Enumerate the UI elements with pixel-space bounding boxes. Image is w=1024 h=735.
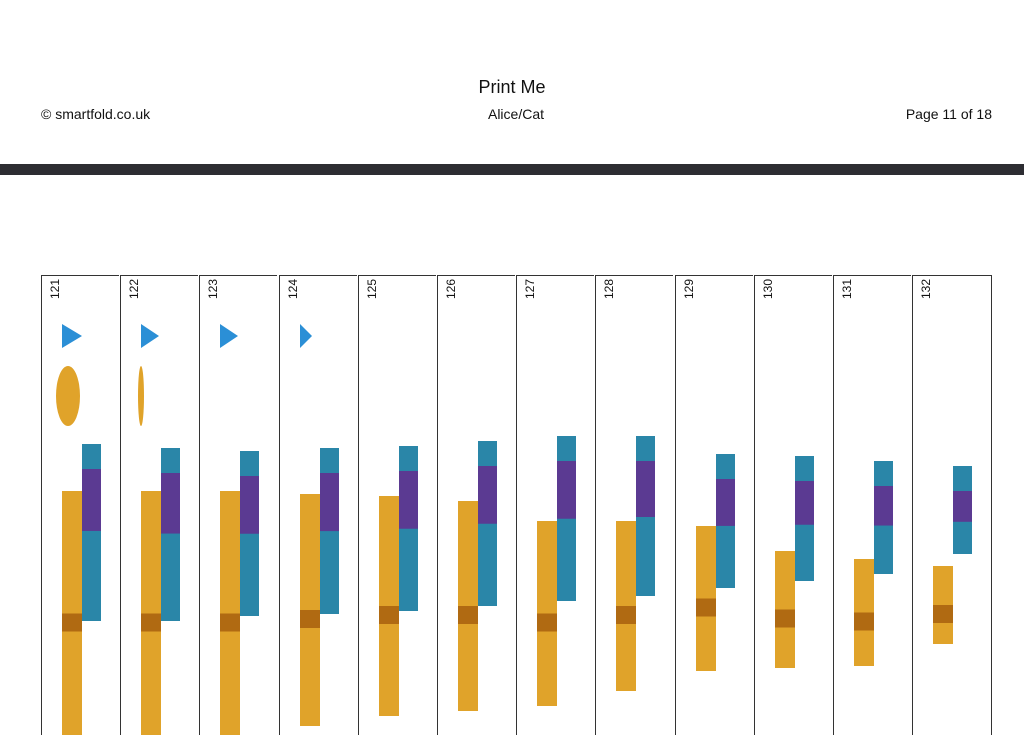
fold-strip: 129: [674, 275, 753, 735]
blue-ear-segment: [299, 324, 312, 348]
fold-strip: 132: [912, 275, 993, 735]
strip-artwork: [854, 461, 893, 666]
blue-ear-segment: [141, 324, 160, 348]
gold-swirl-shade: [62, 613, 82, 632]
purple-swirl-segment: [82, 469, 101, 531]
strip-artwork: [56, 324, 101, 735]
gold-swirl-shade: [854, 612, 874, 631]
gold-swirl-shade: [933, 605, 954, 623]
strip-number: 125: [364, 279, 379, 300]
purple-swirl-segment: [953, 491, 973, 522]
gold-eye-segment: [56, 366, 80, 426]
purple-swirl-segment: [240, 476, 260, 534]
gold-swirl-segment: [62, 491, 82, 735]
fold-strip: 128: [595, 275, 674, 735]
strip-artwork: [774, 456, 814, 668]
fold-strip: 122: [120, 275, 199, 735]
fold-strip: 121: [41, 275, 119, 735]
strip-number: 126: [444, 279, 458, 300]
gold-swirl-shade: [774, 609, 795, 628]
purple-swirl-segment: [557, 461, 577, 519]
strip-artwork: [616, 436, 656, 691]
fold-strip: 124: [278, 275, 357, 735]
purple-swirl-segment: [161, 473, 181, 534]
strip-artwork: [933, 466, 973, 644]
blue-ear-segment: [62, 324, 82, 348]
strip-number: 131: [840, 279, 854, 300]
fold-strip: 123: [199, 275, 278, 735]
fold-strip: 131: [833, 275, 911, 735]
blue-ear-segment: [220, 324, 239, 348]
fold-strip: 126: [437, 275, 515, 735]
pattern-subtitle: Alice/Cat: [487, 106, 545, 122]
gold-swirl-shade: [220, 613, 241, 632]
fold-strips-grid: 121 122 123 124 125 126 127 128 129 130 131 132: [41, 275, 993, 735]
strip-artwork: [695, 454, 735, 671]
strip-number: 130: [760, 279, 775, 300]
gold-swirl-shade: [458, 606, 478, 624]
purple-swirl-segment: [478, 466, 497, 524]
gold-swirl-shade: [695, 598, 716, 617]
fold-strip: 127: [516, 275, 595, 735]
strip-number: 121: [48, 279, 62, 300]
gold-swirl-shade: [299, 610, 320, 628]
strip-artwork: [378, 446, 418, 716]
gold-swirl-shade: [616, 606, 637, 624]
strip-artwork: [220, 324, 260, 735]
strip-artwork: [138, 324, 181, 735]
page-number: Page 11 of 18: [905, 106, 992, 122]
purple-swirl-segment: [794, 481, 814, 525]
gold-swirl-shade: [378, 606, 399, 624]
header-divider-bar: [0, 164, 1024, 175]
copyright-text: © smartfold.co.uk: [41, 106, 151, 122]
strip-number: 124: [285, 279, 300, 300]
strip-number: 127: [523, 279, 538, 300]
strip-number: 123: [206, 279, 221, 300]
gold-swirl-shade: [141, 613, 162, 632]
purple-swirl-segment: [636, 461, 656, 517]
fold-strip: 125: [357, 275, 436, 735]
purple-swirl-segment: [715, 479, 735, 526]
strip-artwork: [299, 324, 339, 726]
gold-swirl-segment: [141, 491, 162, 735]
strip-artwork: [537, 436, 577, 706]
purple-swirl-segment: [319, 473, 339, 532]
strip-number: 129: [681, 279, 696, 300]
gold-swirl-shade: [537, 613, 558, 632]
purple-swirl-segment: [398, 471, 418, 529]
gold-swirl-segment: [220, 491, 241, 735]
gold-eye-segment: [138, 366, 145, 426]
page-title: Print Me: [478, 77, 546, 97]
fold-strip: 130: [753, 275, 832, 735]
purple-swirl-segment: [874, 486, 893, 526]
strip-artwork: [458, 441, 497, 711]
strip-number: 132: [919, 279, 934, 300]
strip-number: 128: [602, 279, 617, 300]
strip-number: 122: [127, 279, 142, 300]
